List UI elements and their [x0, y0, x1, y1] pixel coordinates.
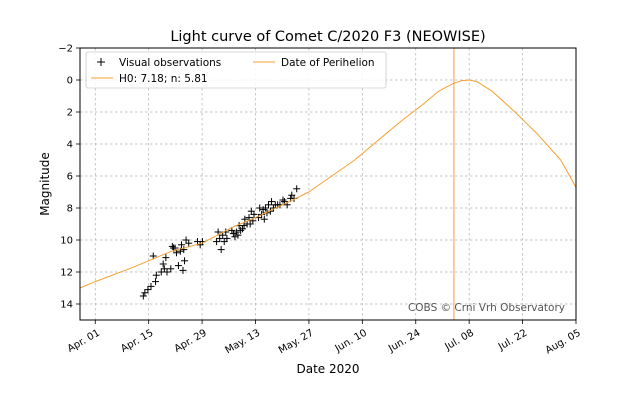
observation-marker [261, 204, 269, 212]
observation-marker [162, 254, 170, 262]
y-tick-label: 8 [67, 204, 73, 215]
observation-marker [147, 282, 155, 290]
observation-marker [174, 262, 182, 270]
legend-label-perihelion: Date of Perihelion [281, 57, 375, 69]
observation-marker [167, 265, 175, 273]
chart-title: Light curve of Comet C/2020 F3 (NEOWISE) [170, 29, 485, 45]
observation-marker [279, 196, 287, 204]
observation-marker [216, 234, 224, 242]
observation-marker [139, 292, 147, 300]
observation-marker [234, 231, 242, 239]
y-axis-title: Magnitude [38, 152, 52, 216]
observation-marker [163, 268, 171, 276]
legend-marker-observations [97, 58, 105, 66]
observation-marker [293, 185, 301, 193]
observation-marker [152, 271, 160, 279]
observation-marker [239, 225, 247, 233]
observation-marker [240, 222, 248, 230]
legend: Visual observations H0: 7.18; n: 5.81 Da… [85, 51, 387, 89]
legend-box [85, 51, 387, 89]
observation-marker [223, 234, 231, 242]
y-tick-label: 0 [67, 76, 73, 87]
x-axis-title: Date 2020 [296, 362, 359, 376]
observation-marker [217, 246, 225, 254]
y-tick-label: 2 [67, 108, 73, 119]
credit-text: COBS © Crni Vrh Observatory [408, 302, 565, 314]
observation-marker [185, 239, 193, 247]
observation-marker [177, 241, 185, 249]
observation-marker [173, 249, 181, 257]
observation-marker [260, 215, 268, 223]
observation-marker [268, 198, 276, 206]
observation-marker [231, 233, 239, 241]
observation-marker [152, 278, 160, 286]
y-tick-label: 10 [60, 236, 73, 247]
observation-marker [149, 252, 157, 260]
y-tick-label: −2 [58, 44, 73, 55]
y-tick-label: 14 [60, 300, 73, 311]
legend-label-fit: H0: 7.18; n: 5.81 [119, 73, 208, 85]
plot-frame [79, 47, 577, 321]
y-tick-label: 4 [67, 140, 73, 151]
observation-marker [250, 210, 258, 218]
plot-area [79, 48, 577, 320]
observation-marker [144, 286, 152, 294]
observation-marker [229, 230, 237, 238]
observation-marker [179, 266, 187, 274]
legend-label-observations: Visual observations [119, 57, 221, 69]
observation-marker [141, 289, 149, 297]
y-tick-label: 6 [67, 172, 73, 183]
observation-marker [181, 257, 189, 265]
observation-marker [159, 260, 167, 268]
fit-curve [79, 79, 577, 289]
observation-marker [264, 201, 272, 209]
y-tick-label: 12 [60, 268, 73, 279]
observation-marker [232, 228, 240, 236]
observation-marker [180, 246, 188, 254]
observation-marker [213, 238, 221, 246]
